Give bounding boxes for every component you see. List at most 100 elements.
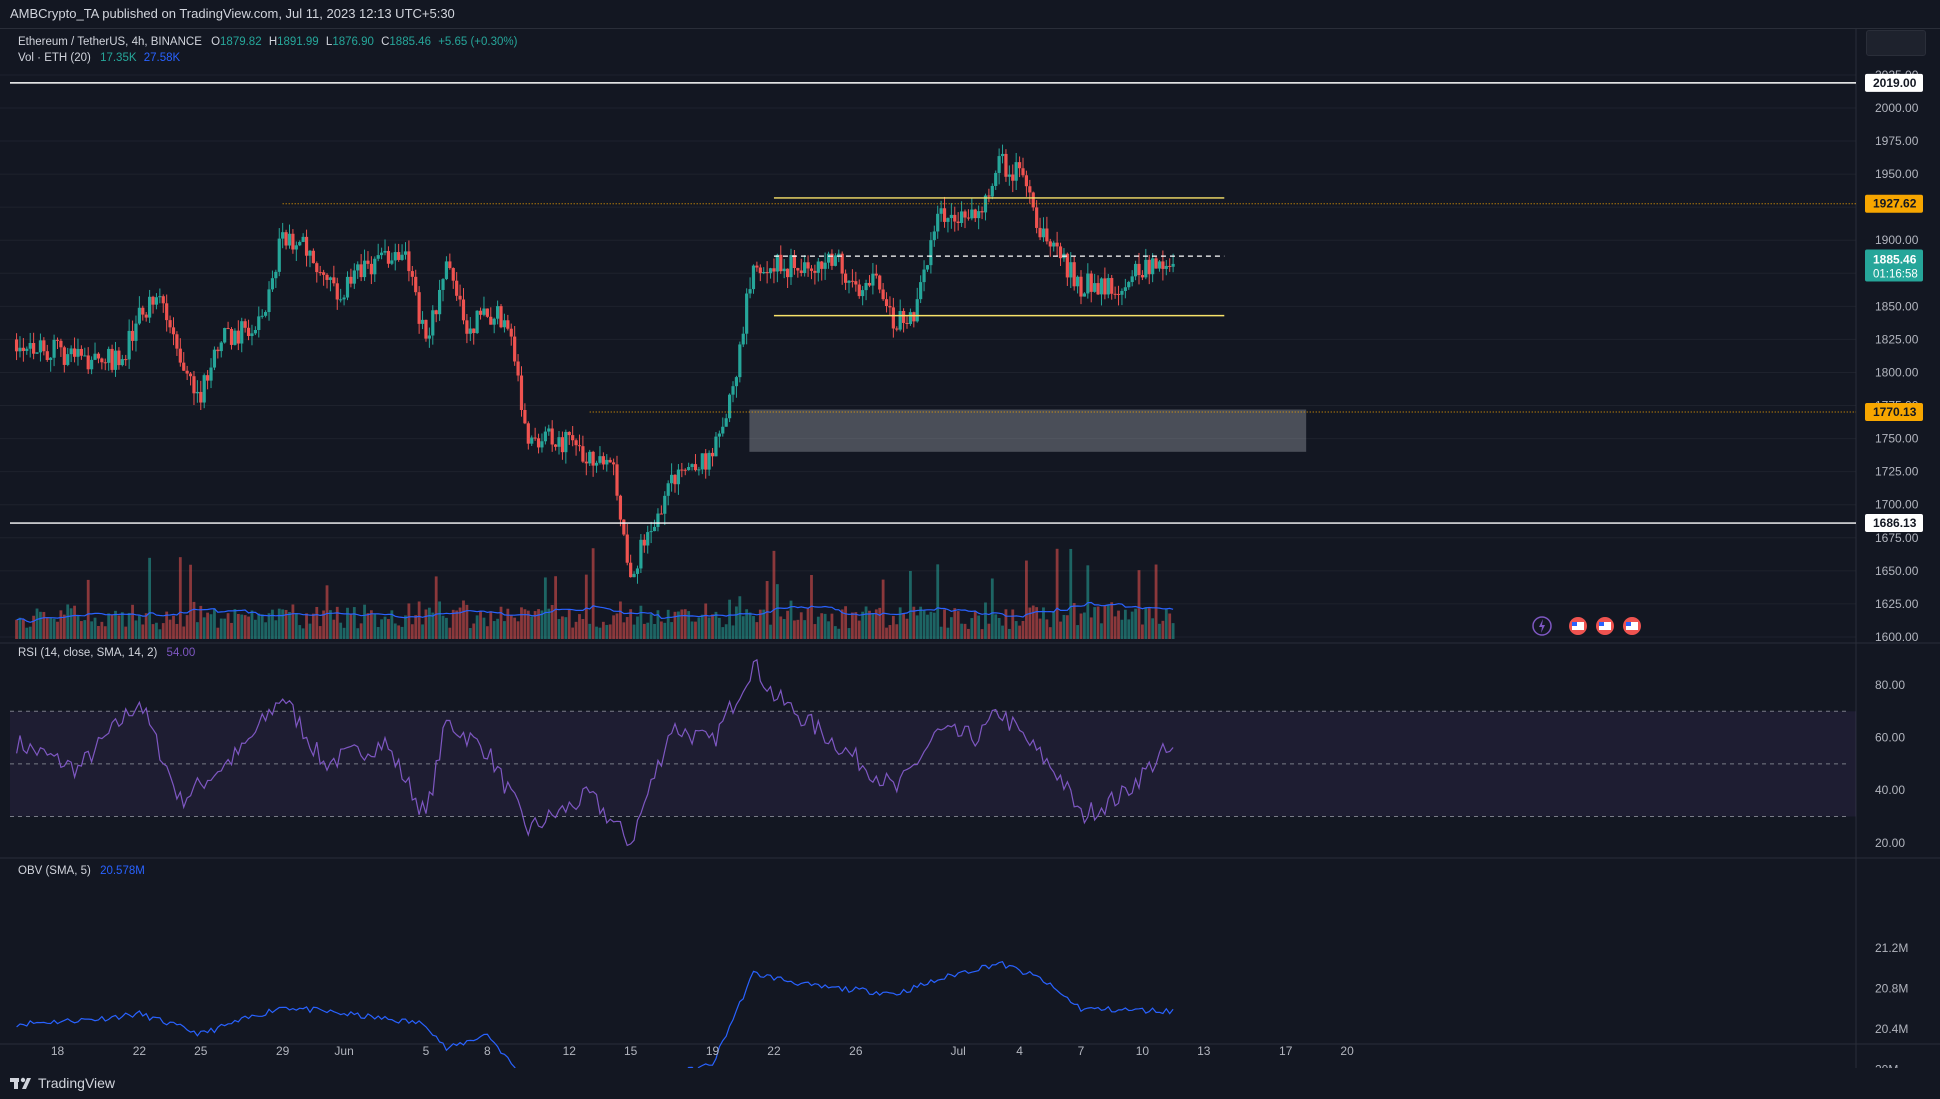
candle-body — [977, 211, 981, 219]
volume-bar — [434, 576, 438, 639]
time-tick: 18 — [51, 1044, 65, 1058]
time-axis[interactable]: 18 22 25 29 Jun 5 8 12 15 19 22 26 Jul 4 7 10 13 17 20 — [51, 1044, 1354, 1058]
candle-body — [622, 519, 626, 535]
obv-tick: 20.8M — [1875, 981, 1908, 995]
candle-body — [1011, 174, 1015, 181]
candle-body — [850, 280, 855, 282]
volume-bar — [533, 611, 537, 639]
volume-bar — [625, 617, 629, 639]
candle-body — [475, 310, 479, 334]
rsi-pane[interactable] — [10, 658, 1856, 847]
candle-body — [1072, 262, 1076, 287]
volume-bar — [267, 613, 271, 639]
volume-label[interactable]: Vol · ETH (20) — [18, 52, 91, 64]
candle-body — [792, 255, 797, 269]
volume-bar — [1137, 570, 1141, 639]
flag-us-icon[interactable] — [1569, 617, 1587, 635]
price-axis[interactable]: 2025.002000.001975.001950.001925.001900.… — [1865, 68, 1923, 1099]
rsi-legend: RSI (14, close, SMA, 14, 2) 54.00 — [18, 647, 195, 659]
lightning-icon[interactable] — [1532, 616, 1552, 636]
volume-bar — [247, 616, 250, 639]
volume-bar — [427, 607, 431, 639]
volume-bar — [1117, 610, 1120, 639]
event-icons[interactable] — [1532, 616, 1641, 636]
volume-bar — [69, 608, 73, 639]
volume-bar — [56, 621, 59, 639]
candle-body — [963, 211, 967, 218]
volume-bar — [209, 614, 213, 639]
candle-body — [380, 252, 384, 256]
candle-body — [652, 526, 657, 532]
demand-zone-box[interactable] — [749, 409, 1307, 452]
obv-label[interactable]: OBV (SMA, 5) — [18, 865, 91, 877]
volume-bar — [526, 610, 530, 639]
volume-bar — [632, 624, 636, 639]
volume-bar — [315, 606, 319, 639]
candle-body — [513, 336, 517, 362]
candle-body — [66, 354, 70, 365]
volume-bar — [1144, 607, 1148, 639]
candle-body — [629, 562, 633, 578]
volume-bar — [878, 607, 882, 639]
volume-bar — [311, 613, 315, 639]
symbol-title[interactable]: Ethereum / TetherUS, 4h, BINANCE — [18, 36, 202, 48]
volume-bar — [373, 613, 377, 639]
candle-body — [922, 269, 926, 283]
candle-body — [21, 347, 25, 351]
volume-bar — [257, 613, 261, 639]
candle-body — [1110, 278, 1114, 294]
volume-bar — [506, 608, 510, 639]
candle-body — [233, 330, 237, 345]
volume-bar — [646, 622, 650, 639]
volume-bar — [141, 624, 145, 639]
candle-body — [632, 573, 636, 578]
candle-body — [134, 323, 138, 341]
flag-icon-canton — [1599, 622, 1604, 626]
volume-bar — [274, 620, 278, 639]
volume-bar — [857, 620, 861, 639]
volume-bar — [881, 579, 885, 639]
candle-body — [417, 292, 421, 324]
candle-body — [332, 277, 336, 284]
candle-body — [407, 251, 411, 272]
volume-bar — [417, 601, 421, 639]
level-lines[interactable] — [10, 82, 1856, 524]
candle-body — [1093, 283, 1097, 292]
top-right-button[interactable] — [1866, 30, 1926, 56]
candle-body — [352, 270, 356, 284]
volume-bar — [717, 617, 721, 639]
volume-bar — [1076, 625, 1079, 639]
volume-bar — [694, 621, 697, 639]
volume-bar — [523, 609, 527, 639]
volume-bar — [189, 564, 192, 639]
rsi-label[interactable]: RSI (14, close, SMA, 14, 2) — [18, 647, 158, 659]
candle-body — [1007, 174, 1011, 177]
flag-us-icon[interactable] — [1623, 617, 1641, 635]
candle-body — [612, 462, 616, 465]
volume-bar — [1141, 624, 1144, 639]
flag-us-icon[interactable] — [1596, 617, 1614, 635]
volume-bar — [980, 629, 984, 639]
tradingview-logo[interactable]: TradingView — [10, 1075, 115, 1091]
candle-body — [171, 327, 176, 335]
volume-bar — [827, 621, 830, 639]
candle-body — [451, 268, 455, 281]
volume-bar — [905, 618, 909, 639]
candle-body — [594, 462, 599, 466]
candle-body — [779, 254, 783, 272]
candle-body — [496, 306, 500, 319]
candle-body — [400, 254, 404, 260]
candle-body — [124, 359, 128, 361]
volume-bar — [1171, 623, 1175, 639]
time-tick: 26 — [849, 1044, 863, 1058]
volume-bar — [66, 604, 70, 639]
volume-bar — [110, 614, 114, 639]
candle-body — [826, 253, 831, 263]
time-tick: 8 — [484, 1044, 491, 1058]
volume-bar — [393, 623, 397, 639]
volume-bar — [291, 604, 295, 639]
volume-bar — [86, 579, 90, 639]
candle-body — [397, 252, 401, 260]
volume-bar — [984, 602, 987, 639]
